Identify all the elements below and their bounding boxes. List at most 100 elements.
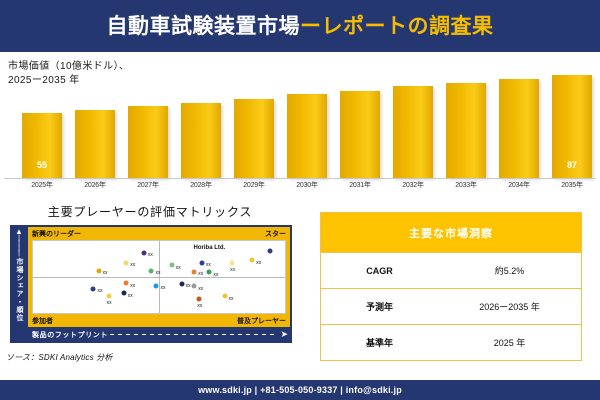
matrix-highlighted-player-label: Horiba Ltd.	[193, 245, 226, 251]
matrix-data-point	[96, 268, 102, 274]
insight-key: CAGR	[320, 252, 438, 289]
dash-decoration: |	[18, 250, 20, 257]
dash-decoration: |	[18, 240, 20, 247]
matrix-point-label: xx	[127, 292, 133, 299]
matrix-point-label: xx	[213, 271, 219, 278]
market-value-chart: 市場価値（10億米ドル）、 2025ー2035 年 55 87 2025年 2026…	[0, 52, 600, 200]
page-title-primary: 自動車試験装置市場	[106, 14, 300, 38]
right-arrow-icon: ➤	[280, 329, 288, 339]
insight-key: 基準年	[320, 324, 438, 361]
matrix-y-axis: ▲ | | | | 市場シェア・順位	[11, 227, 27, 327]
matrix-horizontal-divider	[33, 277, 285, 278]
matrix-point-label: xx	[205, 261, 211, 268]
matrix-point-label: xx	[198, 285, 204, 292]
matrix-data-point	[169, 262, 175, 268]
chart-bars: 55 87	[22, 62, 592, 178]
dashed-line-decoration	[110, 334, 279, 335]
quadrant-label-top-left: 新興のリーダー	[32, 230, 81, 238]
page-header: 自動車試験装置市場ーレポートの調査果	[0, 0, 600, 52]
insight-key: 予測年	[320, 288, 438, 325]
matrix-top-band: 新興のリーダー スター	[28, 227, 290, 240]
bar-column	[340, 62, 380, 178]
dash-decoration: |	[18, 245, 20, 252]
chart-bar	[181, 102, 221, 178]
matrix-point-label: xx	[160, 284, 166, 291]
bar-column	[181, 62, 221, 178]
x-axis-tick-label: 2031年	[349, 182, 371, 189]
bar-column: 55	[22, 62, 62, 178]
matrix-point-label: xx	[197, 302, 203, 309]
bar-column	[499, 62, 539, 178]
x-axis-tick-label: 2025年	[31, 182, 53, 189]
chart-bar	[287, 94, 327, 178]
chart-bar: 87	[552, 75, 592, 178]
insight-value: 2026ー2035 年	[437, 288, 582, 325]
quadrant-label-bottom-right: 普及プレーヤー	[237, 317, 286, 325]
chart-bar	[128, 106, 168, 178]
matrix-data-point	[90, 286, 96, 292]
matrix-data-point	[249, 257, 255, 263]
x-axis-tick-label: 2032年	[402, 182, 424, 189]
quadrant-label-bottom-left: 参加者	[32, 317, 53, 325]
bar-value-label: 87	[566, 160, 577, 170]
matrix-data-point	[141, 250, 147, 256]
matrix-y-axis-label: 市場シェア・順位	[16, 258, 23, 322]
matrix-x-axis: 製品のフットプリント ➤	[28, 327, 290, 342]
matrix-point-label: xx	[106, 299, 112, 306]
chart-bar	[393, 86, 433, 178]
bar-column	[393, 62, 433, 178]
matrix-point-label: xx	[155, 270, 161, 277]
bar-column: 87	[552, 62, 592, 178]
source-note: ソース：SDKI Analytics 分析	[6, 353, 113, 362]
matrix-data-point	[191, 283, 197, 289]
matrix-data-point	[267, 248, 273, 254]
matrix-chart: ▲ | | | | 市場シェア・順位 新興のリーダー スター xx xx xx xx x…	[10, 225, 292, 343]
matrix-plot: xx xx xx xx xx xx xx xx xx xx xx xx xx xx xx xx xx xx xx Ho…	[32, 240, 286, 314]
matrix-data-point	[229, 260, 235, 266]
bar-column	[75, 62, 115, 178]
matrix-data-point	[179, 281, 185, 287]
matrix-title: 主要プレーヤーの評価マトリックス	[47, 205, 253, 219]
quadrant-label-top-right: スター	[265, 230, 286, 238]
page-title-accent: ーレポートの調査果	[300, 14, 494, 38]
matrix-point-label: xx	[97, 288, 103, 295]
x-axis-tick-label: 2029年	[243, 182, 265, 189]
chart-caption: 市場価値（10億米ドル）、 2025ー2035 年	[8, 61, 130, 86]
x-axis-tick-label: 2033年	[455, 182, 477, 189]
table-row: CAGR 約5.2%	[320, 252, 582, 289]
matrix-point-label: xx	[102, 270, 108, 277]
x-axis-tick-label: 2026年	[84, 182, 106, 189]
matrix-data-point	[106, 293, 112, 299]
table-header-title: 主要な市場洞察	[320, 212, 582, 253]
page-footer: www.sdki.jp | +81-505-050-9337 | info@sd…	[0, 380, 600, 400]
up-arrow-icon: ▲	[15, 227, 23, 236]
matrix-data-point	[121, 290, 127, 296]
matrix-point-label: xx	[230, 267, 236, 274]
x-axis-tick-label: 2035年	[561, 182, 583, 189]
footer-contact-text: www.sdki.jp | +81-505-050-9337 | info@sd…	[198, 385, 402, 395]
chart-bar	[234, 99, 274, 178]
bar-column	[234, 62, 274, 178]
matrix-point-label: xx	[130, 261, 136, 268]
matrix-point-label: xx	[228, 295, 234, 302]
insight-value: 約5.2%	[437, 252, 582, 289]
matrix-data-point	[196, 296, 202, 302]
matrix-point-label: xx	[185, 283, 191, 290]
table-row: 基準年 2025 年	[320, 324, 582, 361]
bar-value-label: 55	[36, 160, 47, 170]
matrix-point-label: xx	[175, 265, 181, 272]
matrix-data-point	[199, 260, 205, 266]
key-insights-panel: 主要な市場洞察 CAGR 約5.2% 予測年 2026ー2035 年基準年 2025 年	[300, 200, 600, 380]
matrix-data-point	[222, 293, 228, 299]
bar-column	[128, 62, 168, 178]
x-axis-tick-label: 2030年	[296, 182, 318, 189]
matrix-data-point	[148, 268, 154, 274]
bar-column	[287, 62, 327, 178]
evaluation-matrix-panel: 主要プレーヤーの評価マトリックス ▲ | | | | 市場シェア・順位 新興のリ…	[0, 200, 300, 380]
chart-bar	[499, 78, 539, 178]
chart-bar	[340, 90, 380, 178]
matrix-data-point	[123, 260, 129, 266]
chart-bar	[446, 82, 486, 178]
x-axis-tick-label: 2034年	[508, 182, 530, 189]
chart-axis-line	[4, 178, 596, 179]
